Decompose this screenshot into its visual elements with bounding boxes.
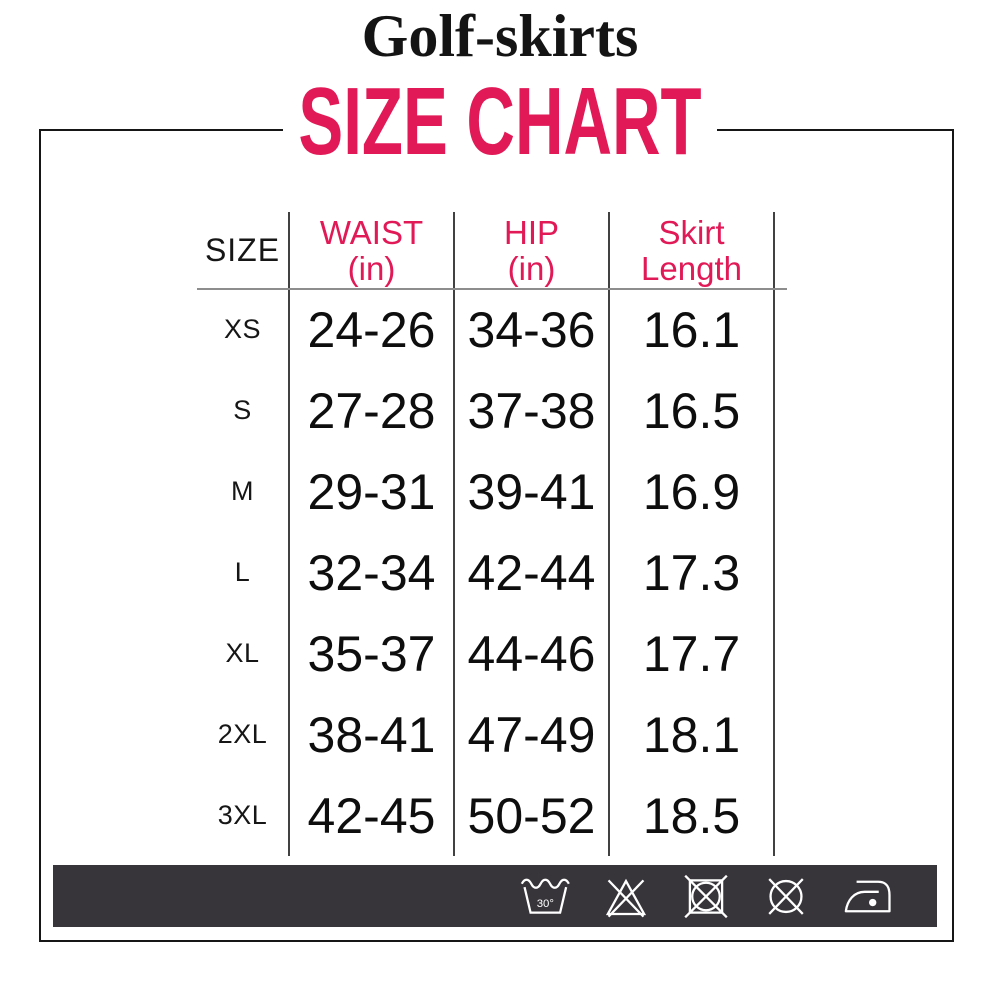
size-value: 17.7 (608, 613, 775, 694)
do-not-tumble-dry-icon (684, 874, 728, 918)
size-value: 47-49 (453, 694, 608, 775)
brand-title: Golf-skirts (361, 3, 639, 69)
size-chart-heading: SIZE CHART (283, 74, 717, 170)
size-row-label: XS (223, 314, 262, 344)
column-header-skirt-length: Skirt Length (608, 212, 775, 289)
size-value: 50-52 (453, 775, 608, 856)
size-value: 37-38 (453, 370, 608, 451)
size-value: 38-41 (288, 694, 453, 775)
size-value: 16.5 (608, 370, 775, 451)
size-value: 35-37 (288, 613, 453, 694)
size-row-label: M (231, 476, 254, 506)
size-value: 18.1 (608, 694, 775, 775)
column-header-hip-label: HIP (503, 213, 559, 251)
size-value: 29-31 (288, 451, 453, 532)
do-not-dry-clean-icon (768, 877, 804, 915)
care-instructions-bar: 30° (53, 865, 937, 927)
column-header-size-label: SIZE (204, 232, 281, 269)
column-header-waist: WAIST (in) (288, 212, 453, 289)
size-value: 27-28 (288, 370, 453, 451)
column-header-waist-label: WAIST (319, 213, 424, 251)
size-row-label: XL (225, 638, 260, 668)
machine-wash-30-icon: 30° (520, 878, 570, 914)
size-value: 42-45 (288, 775, 453, 856)
chart-frame (39, 129, 954, 942)
size-table: SIZE WAIST (in) HIP (in) Skirt Length XS… (197, 212, 787, 856)
iron-low-heat-icon (844, 880, 891, 912)
size-value: 18.5 (608, 775, 775, 856)
column-header-size: SIZE (197, 212, 288, 289)
column-header-skirt-label: Skirt (658, 213, 725, 251)
column-header-hip-unit: (in) (507, 249, 556, 287)
column-header-waist-unit: (in) (347, 249, 396, 287)
column-header-hip: HIP (in) (453, 212, 608, 289)
size-chart-heading-text: SIZE CHART (298, 68, 702, 175)
do-not-bleach-icon (605, 878, 647, 917)
size-value: 17.3 (608, 532, 775, 613)
size-row-label: 3XL (217, 800, 268, 830)
size-value: 32-34 (288, 532, 453, 613)
header-underline (197, 288, 787, 290)
size-value: 39-41 (453, 451, 608, 532)
size-row-label: L (234, 557, 251, 587)
size-row-label: S (233, 395, 252, 425)
size-value: 44-46 (453, 613, 608, 694)
size-value: 42-44 (453, 532, 608, 613)
size-value: 34-36 (453, 289, 608, 370)
wash-temperature-label: 30° (537, 898, 554, 910)
size-value: 16.9 (608, 451, 775, 532)
size-value: 24-26 (288, 289, 453, 370)
column-header-length-label: Length (641, 249, 742, 287)
size-row-label: 2XL (217, 719, 268, 749)
size-value: 16.1 (608, 289, 775, 370)
